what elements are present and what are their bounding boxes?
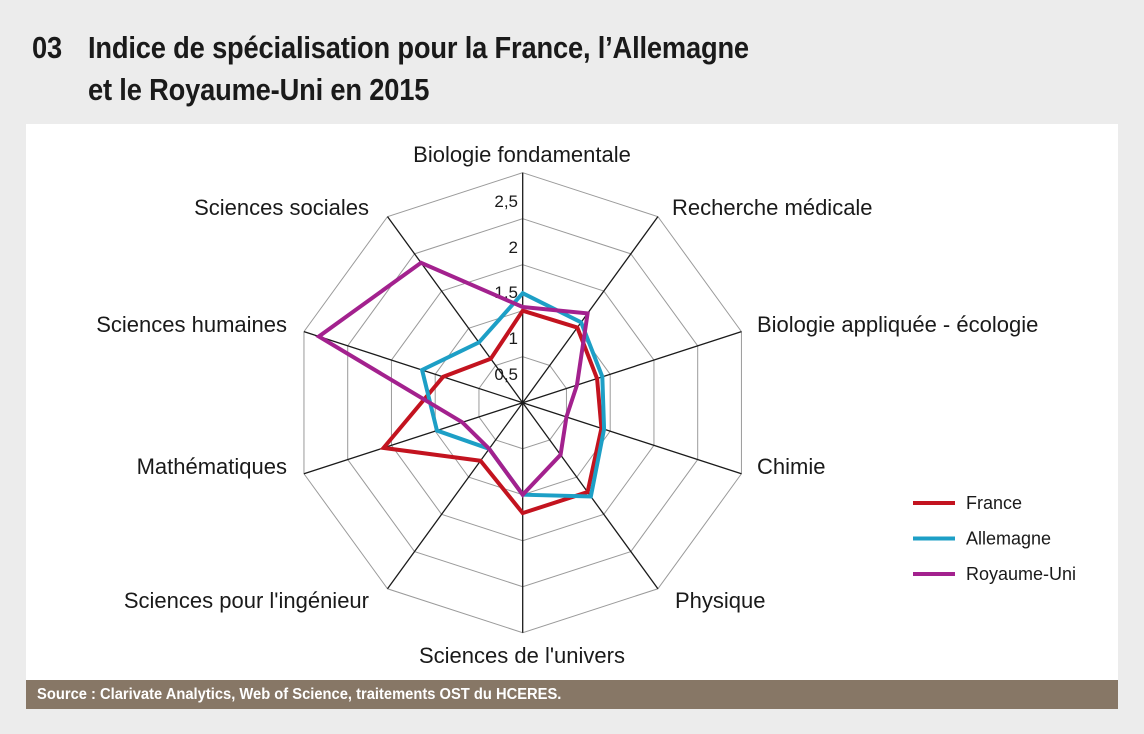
axis-label: Chimie	[757, 454, 825, 479]
axis-label: Sciences humaines	[96, 312, 287, 337]
legend-label: Royaume-Uni	[966, 564, 1076, 584]
legend-label: Allemagne	[966, 529, 1051, 549]
source-footer: Source : Clarivate Analytics, Web of Sci…	[26, 680, 1118, 709]
series-line-royaume-uni	[315, 260, 590, 498]
axis-label: Mathématiques	[137, 454, 287, 479]
axis-label: Sciences pour l'ingénieur	[124, 588, 369, 613]
axis-label: Recherche médicale	[672, 195, 873, 220]
axis-line	[386, 402, 524, 590]
figure-title-line2: et le Royaume-Uni en 2015	[88, 72, 430, 107]
axis-label: Physique	[675, 588, 766, 613]
axis-label: Sciences de l'univers	[419, 643, 625, 668]
axis-label: Biologie fondamentale	[413, 142, 631, 167]
tick-label: 1	[509, 329, 518, 348]
series-line-france	[379, 308, 604, 516]
figure-title-line1: Indice de spécialisation pour la France,…	[88, 30, 749, 65]
tick-label: 2	[509, 238, 518, 257]
tick-label: 0,5	[494, 365, 518, 384]
figure-number: 03	[32, 30, 63, 65]
axis-line	[386, 216, 524, 404]
axis-line	[522, 331, 742, 404]
legend-label: France	[966, 493, 1022, 513]
axis-label: Sciences sociales	[194, 195, 369, 220]
axis-label: Biologie appliquée - écologie	[757, 312, 1038, 337]
source-text: Source : Clarivate Analytics, Web of Sci…	[37, 686, 562, 703]
tick-label: 2,5	[494, 192, 518, 211]
axis-line	[303, 402, 523, 475]
axis-line	[522, 402, 742, 475]
axis-line	[303, 331, 523, 404]
axis-line	[522, 216, 659, 404]
